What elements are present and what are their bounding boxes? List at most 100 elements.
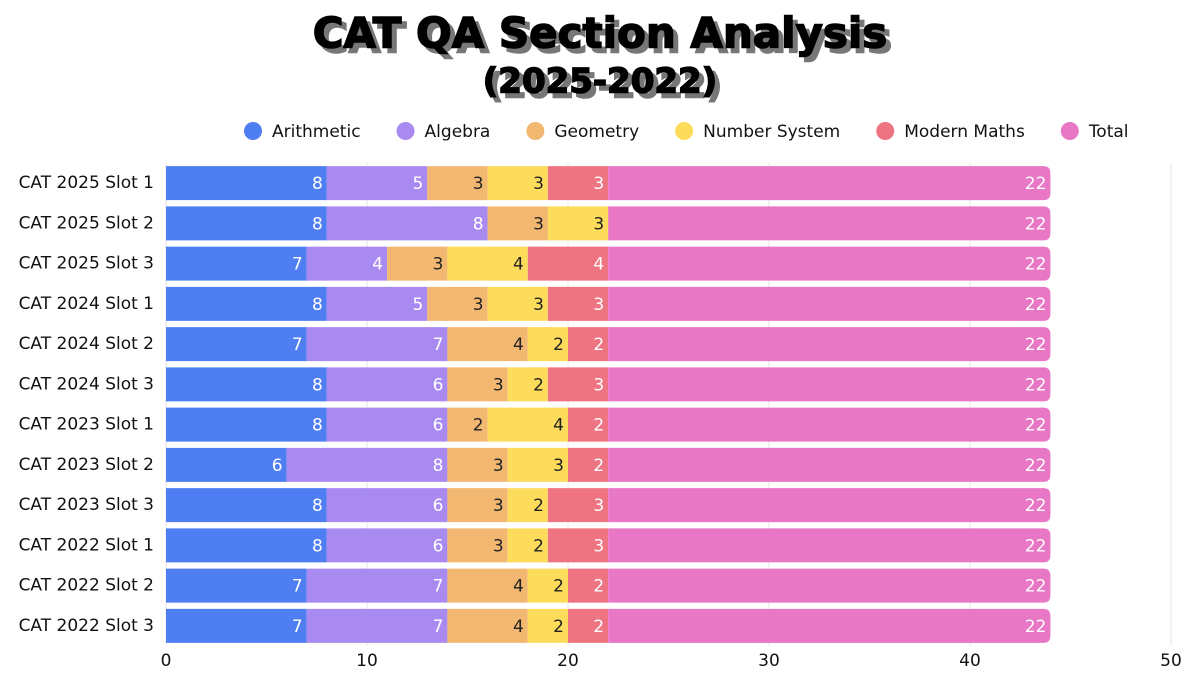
data-label: 7 — [433, 577, 444, 597]
data-label: 3 — [473, 295, 484, 315]
y-tick-label: CAT 2025 Slot 3 — [19, 254, 154, 274]
data-label: 8 — [312, 416, 323, 436]
data-label: 5 — [412, 174, 423, 194]
bar-segment — [447, 407, 488, 442]
data-label: 4 — [553, 416, 564, 436]
data-label: 7 — [292, 617, 303, 637]
data-label: 2 — [533, 375, 544, 395]
bar-segment — [547, 528, 609, 563]
data-label: 3 — [493, 375, 504, 395]
legend-marker — [396, 122, 415, 140]
data-label: 2 — [593, 335, 604, 355]
data-label: 2 — [553, 577, 564, 597]
bar-segment — [447, 488, 508, 523]
data-label: 6 — [433, 536, 444, 556]
bar-segment — [547, 286, 609, 321]
y-tick-label: CAT 2022 Slot 2 — [19, 576, 154, 596]
bar-segment — [427, 286, 488, 321]
bar-segment — [166, 568, 307, 603]
bar-segment — [568, 407, 609, 442]
bar-segment — [487, 286, 548, 321]
data-label: 2 — [593, 456, 604, 476]
data-label: 22 — [1025, 456, 1047, 476]
data-label: 8 — [433, 456, 444, 476]
bar-segment — [608, 528, 1051, 563]
bar-segment — [326, 488, 448, 523]
legend-marker — [1060, 122, 1079, 140]
x-tick-label: 40 — [959, 651, 981, 671]
chart-subtitle: (2025-2022) — [483, 62, 717, 102]
bar-segment — [447, 327, 528, 362]
data-label: 2 — [533, 536, 544, 556]
data-label: 7 — [433, 617, 444, 637]
y-tick-label: CAT 2023 Slot 2 — [19, 455, 154, 475]
data-label: 6 — [433, 375, 444, 395]
data-label: 3 — [593, 214, 604, 234]
bar-segment — [306, 246, 388, 281]
data-label: 3 — [593, 536, 604, 556]
legend-marker — [526, 122, 545, 140]
bar-segment — [166, 206, 327, 241]
bar-segment — [326, 206, 488, 241]
bar-segment — [507, 447, 568, 482]
data-label: 22 — [1025, 214, 1047, 234]
bar-segment — [447, 568, 528, 603]
y-tick-label: CAT 2024 Slot 3 — [19, 374, 154, 394]
bar-segment — [568, 327, 609, 362]
data-label: 3 — [593, 496, 604, 516]
legend-marker — [244, 122, 262, 140]
data-label: 8 — [312, 375, 323, 395]
data-label: 22 — [1025, 416, 1047, 436]
legend-label: Number System — [703, 122, 840, 142]
data-label: 6 — [433, 416, 444, 436]
bar-segment — [166, 528, 327, 563]
data-label: 7 — [292, 335, 303, 355]
legend-label: Total — [1088, 122, 1129, 142]
bar-segment — [547, 166, 609, 201]
x-tick-label: 50 — [1160, 651, 1182, 671]
data-label: 8 — [312, 174, 323, 194]
data-label: 6 — [272, 456, 283, 476]
data-label: 4 — [372, 255, 383, 275]
y-tick-label: CAT 2024 Slot 1 — [19, 294, 154, 314]
data-label: 2 — [593, 577, 604, 597]
subtitle-shadow: (2025-2022) — [488, 67, 722, 107]
bar-segment — [326, 528, 448, 563]
bar-segment — [166, 286, 327, 321]
data-label: 8 — [312, 214, 323, 234]
bar-segment — [608, 407, 1051, 442]
legend-marker — [675, 122, 694, 140]
data-label: 3 — [493, 536, 504, 556]
data-label: 8 — [312, 536, 323, 556]
data-label: 22 — [1025, 295, 1047, 315]
bar-segment — [427, 166, 488, 201]
x-tick-label: 20 — [557, 651, 579, 671]
y-tick-label: CAT 2024 Slot 2 — [19, 334, 154, 354]
bar-segment — [166, 407, 327, 442]
data-label: 3 — [593, 295, 604, 315]
data-label: 3 — [493, 456, 504, 476]
y-tick-label: CAT 2022 Slot 3 — [19, 616, 154, 636]
data-label: 4 — [593, 255, 604, 275]
bar-segment — [166, 327, 307, 362]
data-label: 5 — [412, 295, 423, 315]
bar-segment — [507, 367, 548, 402]
bar-segment — [487, 206, 548, 241]
data-label: 4 — [513, 577, 524, 597]
data-label: 22 — [1025, 335, 1047, 355]
data-label: 4 — [513, 335, 524, 355]
bar-segment — [547, 367, 609, 402]
bar-segment — [286, 447, 448, 482]
bar-segment — [306, 608, 448, 643]
bar-segment — [608, 447, 1051, 482]
bar-segment — [306, 568, 448, 603]
title-shadow: CAT QA Section Analysis — [318, 14, 893, 63]
bar-segment — [166, 367, 327, 402]
data-label: 22 — [1025, 255, 1047, 275]
data-label: 3 — [593, 375, 604, 395]
legend-label: Algebra — [425, 122, 491, 142]
bar-segment — [166, 246, 307, 281]
y-tick-label: CAT 2025 Slot 1 — [19, 173, 154, 193]
data-label: 3 — [493, 496, 504, 516]
